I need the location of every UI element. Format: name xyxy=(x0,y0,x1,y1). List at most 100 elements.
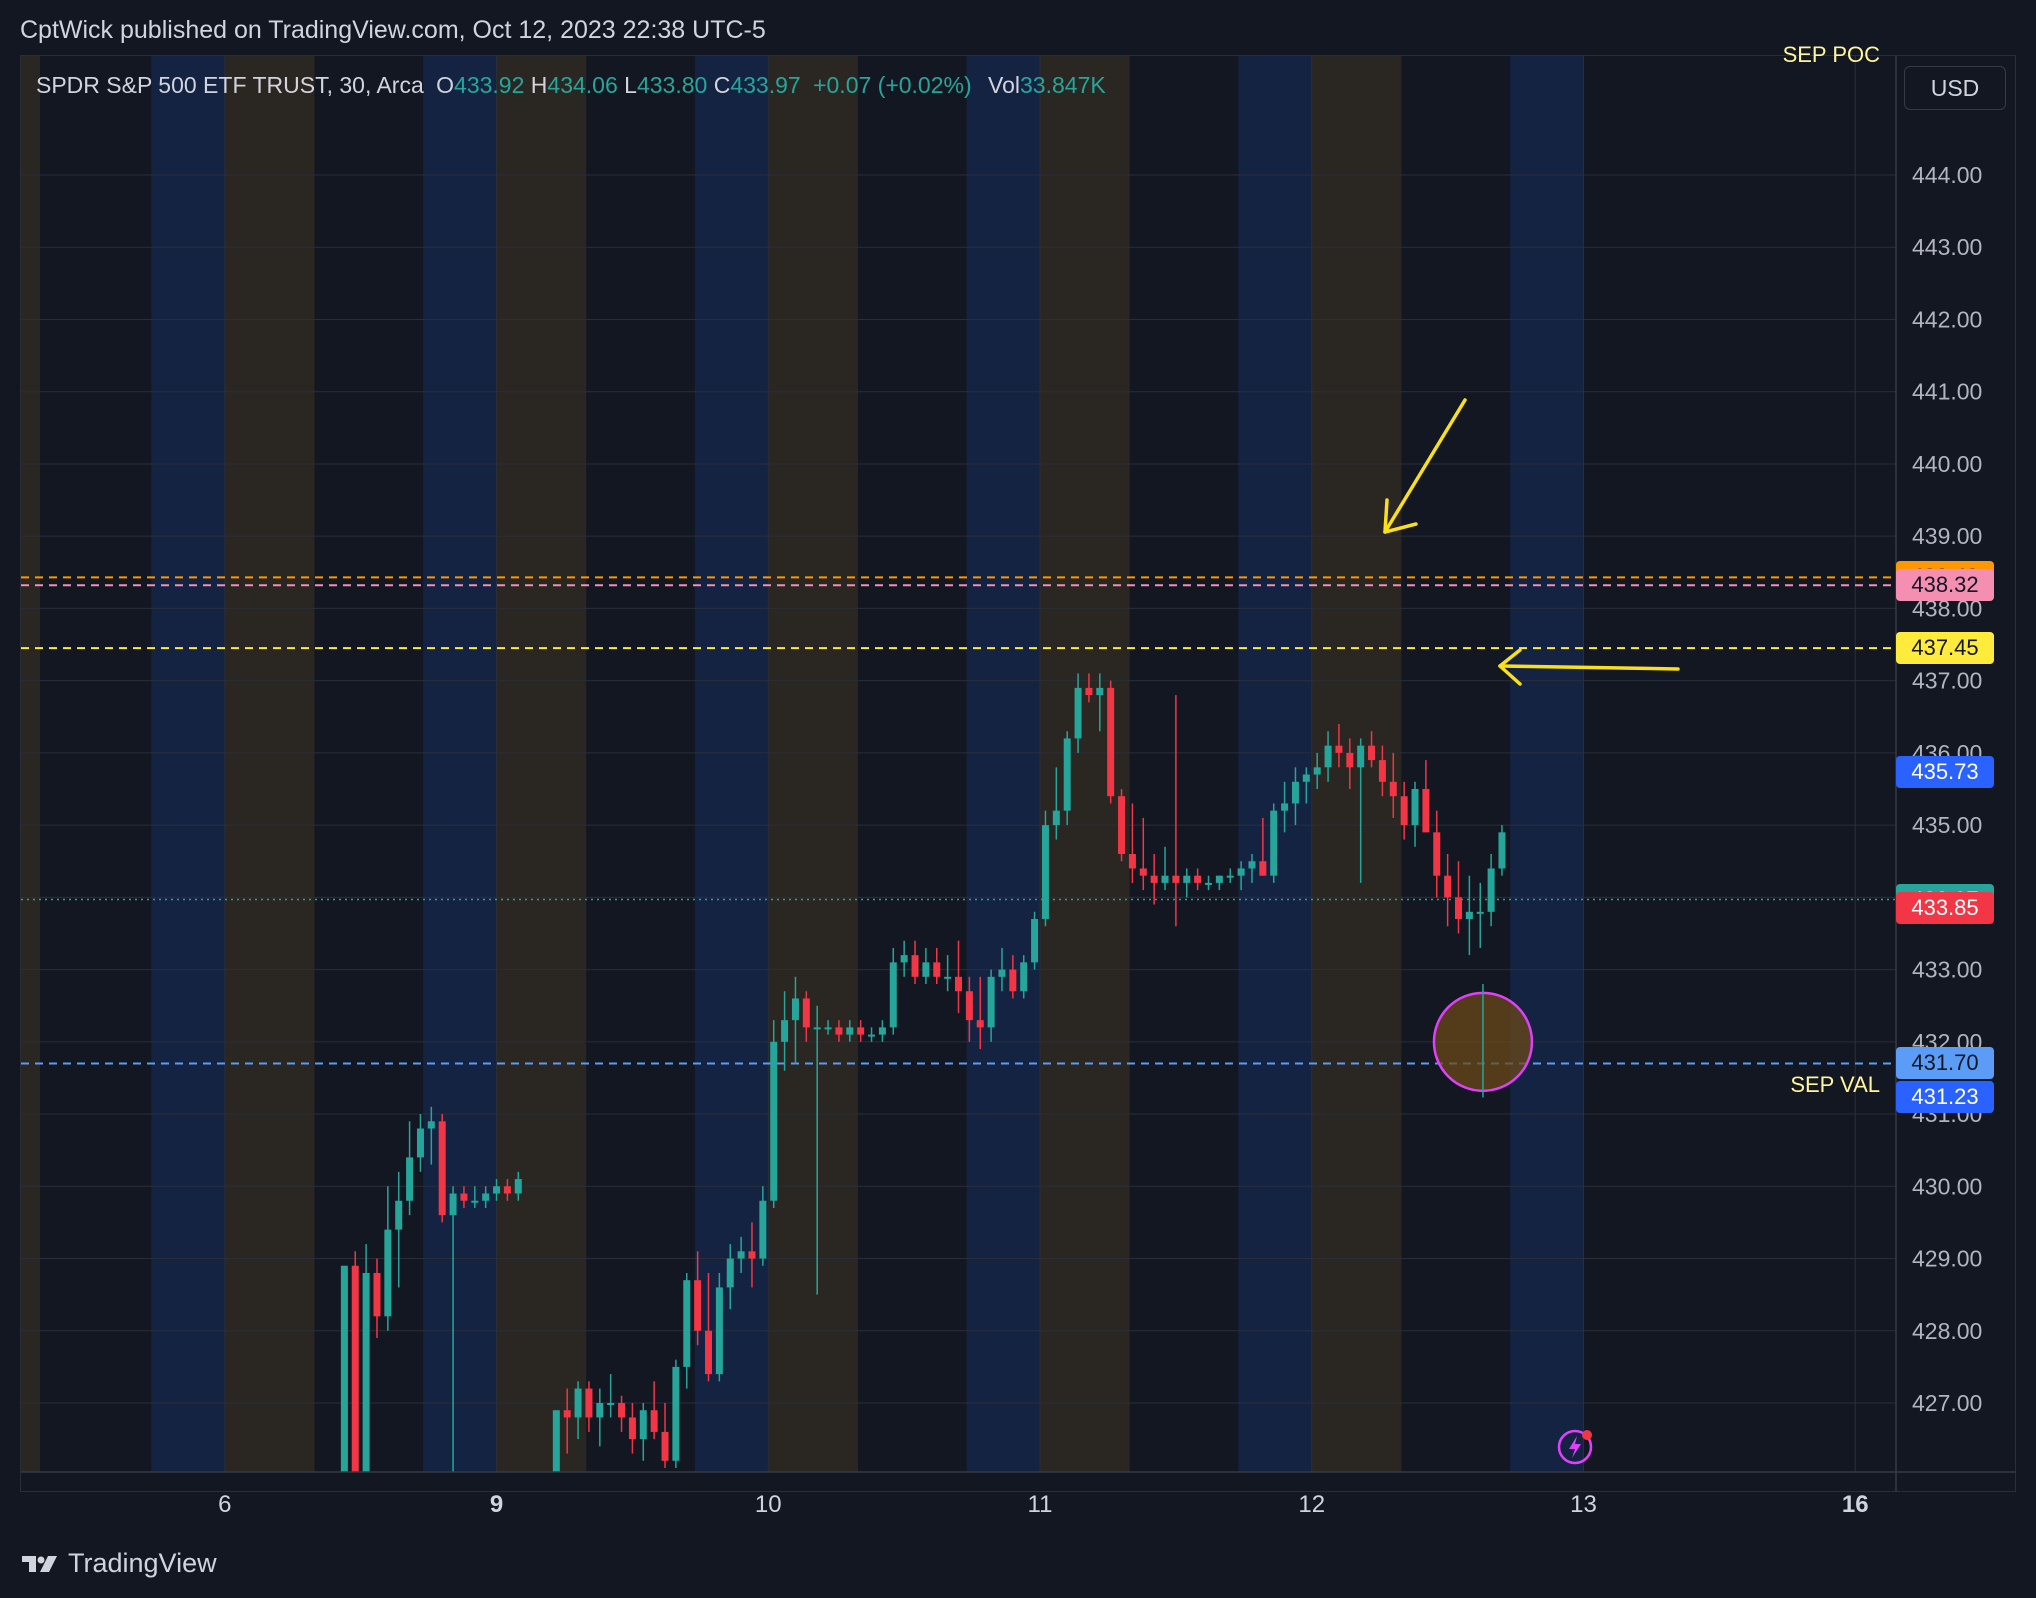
session-band-brown xyxy=(1040,56,1130,1472)
price-tag[interactable]: 435.73 xyxy=(1896,756,1994,789)
x-tick-label: 16 xyxy=(1842,1491,1869,1518)
candle-body xyxy=(770,1041,778,1201)
y-tick-label: 444.00 xyxy=(1912,162,1982,188)
annotation-arrowhead xyxy=(1498,648,1522,686)
price-tag[interactable]: 431.23 xyxy=(1896,1081,1994,1114)
candle-body xyxy=(1150,875,1158,883)
session-band-brown xyxy=(496,56,587,1472)
currency-button[interactable]: USD xyxy=(1904,66,2006,110)
session-band-brown xyxy=(21,56,41,1472)
candle-body xyxy=(1259,861,1267,876)
candle-body xyxy=(460,1193,468,1201)
price-level-tag[interactable]: 438.32 xyxy=(1896,569,1994,602)
candle-body xyxy=(791,998,799,1021)
candle-body xyxy=(438,1121,446,1216)
candle-body xyxy=(1205,882,1212,885)
sep-poc-label: SEP POC xyxy=(1783,42,1881,67)
candle-body xyxy=(900,955,908,963)
candle-body xyxy=(1074,687,1082,739)
footer: TradingView xyxy=(20,1548,217,1579)
session-band-blue xyxy=(151,56,225,1472)
candle-body xyxy=(1194,875,1202,883)
candle-body xyxy=(933,962,941,977)
candle-body xyxy=(1052,810,1060,826)
candle-body xyxy=(1433,832,1441,876)
candle-body xyxy=(1118,796,1126,855)
candle-body xyxy=(1389,781,1397,797)
candle-body xyxy=(1378,760,1386,782)
candle-body xyxy=(596,1403,604,1418)
legend-high-label: H xyxy=(530,72,548,98)
candle-body xyxy=(661,1431,669,1461)
candle-body xyxy=(1096,687,1104,696)
candle-body xyxy=(552,1410,560,1472)
candle-body xyxy=(1063,738,1071,811)
legend-volume-label: Vol xyxy=(988,72,1021,98)
candle-body xyxy=(1270,810,1278,876)
alert-lightning-icon[interactable] xyxy=(1555,1425,1595,1465)
candle-body xyxy=(726,1258,734,1288)
candle-body xyxy=(362,1272,370,1472)
candle-body xyxy=(503,1186,511,1194)
y-tick-label: 435.00 xyxy=(1912,812,1982,838)
candle-body xyxy=(373,1272,381,1317)
candle-body xyxy=(781,1020,789,1042)
candle-body xyxy=(683,1280,691,1367)
x-tick-label: 13 xyxy=(1570,1491,1597,1518)
candle-body xyxy=(955,976,962,992)
footer-brand[interactable]: TradingView xyxy=(68,1548,217,1578)
x-tick-label: 10 xyxy=(755,1491,782,1518)
candle-body xyxy=(384,1229,392,1317)
candle-body xyxy=(585,1388,593,1418)
y-tick-label: 427.00 xyxy=(1912,1390,1982,1416)
candle-body xyxy=(639,1410,647,1440)
candle-body xyxy=(618,1403,626,1418)
candle-body xyxy=(563,1410,571,1418)
candle-body xyxy=(416,1128,424,1158)
y-tick-label: 437.00 xyxy=(1912,668,1982,694)
candle-body xyxy=(1313,767,1321,775)
candle-body xyxy=(802,998,810,1028)
legend-symbol: SPDR S&P 500 ETF TRUST, 30, Arca xyxy=(36,72,424,98)
candle-body xyxy=(1455,897,1462,920)
price-level-tag[interactable]: 437.45 xyxy=(1896,632,1994,665)
candle-body xyxy=(1400,796,1408,826)
candle-body xyxy=(911,955,919,977)
x-tick-label: 9 xyxy=(490,1491,503,1518)
y-tick-label: 428.00 xyxy=(1912,1318,1982,1344)
y-tick-label: 433.00 xyxy=(1912,957,1982,983)
price-level-tag[interactable]: 431.70 xyxy=(1896,1047,1994,1080)
x-tick-label: 11 xyxy=(1028,1491,1053,1518)
x-tick-label: 6 xyxy=(218,1491,231,1518)
candle-body xyxy=(857,1027,865,1035)
candle-body xyxy=(1476,911,1484,914)
candle-body xyxy=(1346,752,1354,768)
candle-body xyxy=(694,1280,702,1331)
tradingview-logo-icon[interactable] xyxy=(20,1553,60,1575)
annotation-arrow-diagonal xyxy=(1383,398,1467,534)
candle-body xyxy=(1324,745,1332,768)
candle-body xyxy=(813,1027,821,1030)
candle-body xyxy=(759,1200,767,1259)
candle-body xyxy=(427,1121,435,1129)
chart-legend: SPDR S&P 500 ETF TRUST, 30, Arca O433.92… xyxy=(36,72,1106,99)
candle-body xyxy=(1335,745,1343,753)
candle-body xyxy=(1302,774,1310,782)
candle-body xyxy=(987,976,995,1028)
candle-body xyxy=(1444,875,1452,898)
candle-body xyxy=(1085,687,1093,696)
session-band-blue xyxy=(1238,56,1312,1472)
price-tag[interactable]: 433.85 xyxy=(1896,892,1994,925)
candle-body xyxy=(846,1027,854,1035)
candle-body xyxy=(1248,861,1256,869)
candle-body xyxy=(607,1403,615,1405)
candle-body xyxy=(878,1027,886,1035)
candle-body xyxy=(1172,875,1180,883)
candle-body xyxy=(1411,789,1419,826)
legend-open-value: 433.92 xyxy=(454,72,525,98)
chart-frame xyxy=(20,55,2016,1492)
candle-body xyxy=(1128,854,1136,869)
annotation-arrow-horizontal xyxy=(1498,664,1680,671)
candle-body xyxy=(889,962,897,1028)
